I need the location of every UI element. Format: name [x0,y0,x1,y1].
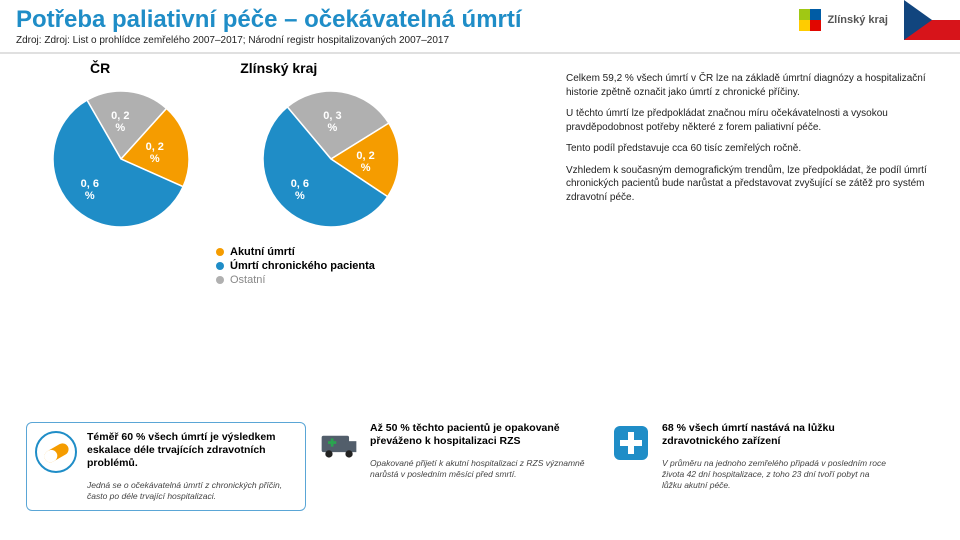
ambulance-icon [318,422,360,464]
legend-item: Ostatní [216,274,556,286]
stat-small-text: Jedná se o očekávatelná úmrtí z chronick… [87,480,297,501]
chart-title-cr: ČR [90,60,110,76]
paragraph: U těchto úmrtí lze předpokládat značnou … [566,107,936,134]
legend-label: Úmrtí chronického pacienta [230,260,375,272]
legend-item: Úmrtí chronického pacienta [216,260,556,272]
stat-card: 68 % všech úmrtí nastává na lůžku zdravo… [610,422,890,511]
legend-item: Akutní úmrtí [216,246,556,258]
stat-big-text: Až 50 % těchto pacientů je opakovaně pře… [370,422,598,448]
stats-row: Téměř 60 % všech úmrtí je výsledkem eska… [26,422,890,511]
stat-small-text: V průměru na jednoho zemřelého připadá v… [662,458,890,490]
header-logo-block: Zlínský kraj [789,0,960,40]
pie-slice-label: 0, 2% [111,110,129,134]
pie-slice-label: 0, 3% [323,110,341,134]
legend: Akutní úmrtí Úmrtí chronického pacienta Os… [216,246,556,286]
stat-card: Až 50 % těchto pacientů je opakovaně pře… [318,422,598,511]
legend-label: Ostatní [230,274,265,286]
chart-title-zk: Zlínský kraj [240,60,317,76]
region-label: Zlínský kraj [827,14,888,26]
paragraph-block: Celkem 59,2 % všech úmrtí v ČR lze na zá… [566,72,936,212]
paragraph: Celkem 59,2 % všech úmrtí v ČR lze na zá… [566,72,936,99]
pie-slice-label: 0, 6% [291,178,309,202]
stat-big-text: 68 % všech úmrtí nastává na lůžku zdravo… [662,422,890,448]
stat-big-text: Téměř 60 % všech úmrtí je výsledkem eska… [87,431,297,470]
legend-dot [216,276,224,284]
zk-square-icon [799,9,821,31]
legend-dot [216,262,224,270]
cross-icon [610,422,652,464]
pie-slice-label: 0, 2% [146,141,164,165]
pill-icon [35,431,77,473]
pie-chart-zk: 0, 3% 0, 2% 0, 6% [256,84,406,234]
legend-dot [216,248,224,256]
paragraph: Vzhledem k současným demografickým trend… [566,164,936,205]
stat-small-text: Opakované přijetí k akutní hospitalizaci… [370,458,598,479]
paragraph: Tento podíl představuje cca 60 tisíc zem… [566,142,936,156]
legend-label: Akutní úmrtí [230,246,295,258]
pie-slice-label: 0, 6% [81,178,99,202]
pie-slice-label: 0, 2% [356,150,374,174]
cz-flag-icon [904,0,960,40]
stat-card: Téměř 60 % všech úmrtí je výsledkem eska… [26,422,306,511]
pie-chart-cr: 0, 2% 0, 2% 0, 6% [46,84,196,234]
